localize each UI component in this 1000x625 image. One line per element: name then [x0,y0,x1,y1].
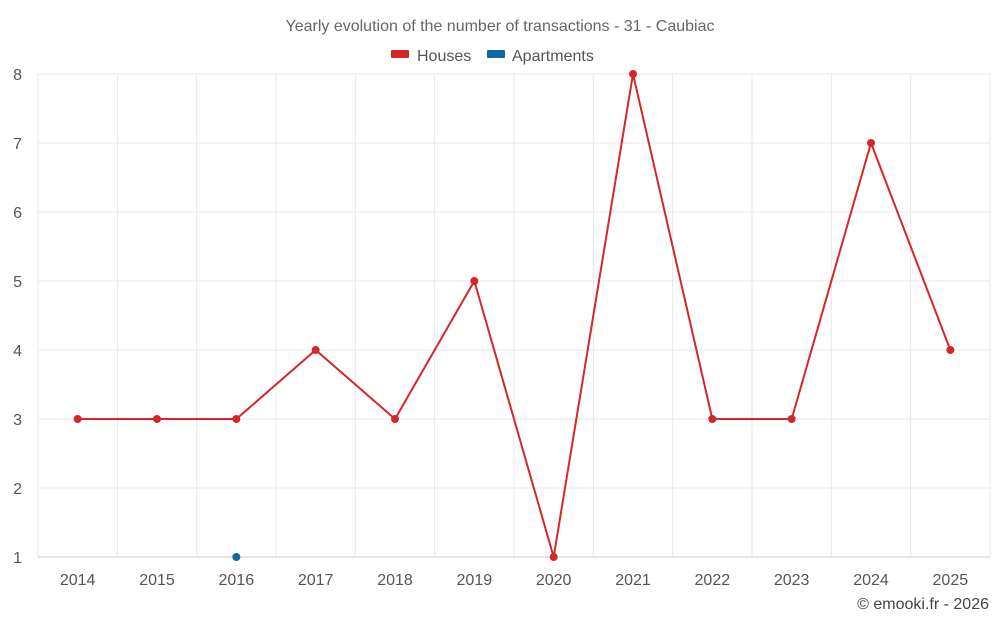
y-tick-label-3: 3 [13,412,22,429]
x-tick-label-2015: 2015 [139,572,175,589]
legend[interactable]: Houses Apartments [391,48,594,65]
chart-title: Yearly evolution of the number of transa… [286,18,715,35]
legend-label-apartments[interactable]: Apartments [512,48,594,65]
x-tick-label-2021: 2021 [615,572,651,589]
x-tick-label-2019: 2019 [457,572,493,589]
series-houses [73,70,955,561]
y-tick-label-5: 5 [13,274,22,291]
tick-labels: 1 2 3 4 5 6 7 8 2014 2015 2016 2017 2018 2019 2020 2021… [13,67,968,589]
y-tick-label-2: 2 [13,481,22,498]
point-houses-2020[interactable] [549,553,558,561]
series-line-houses [77,73,952,558]
series-apartments [232,553,241,561]
x-tick-label-2023: 2023 [774,572,810,589]
y-tick-label-1: 1 [13,550,22,567]
point-houses-2017[interactable] [311,346,320,354]
x-tick-label-2017: 2017 [298,572,334,589]
point-houses-2024[interactable] [867,139,875,147]
grid [37,73,991,558]
legend-label-houses[interactable]: Houses [417,48,471,65]
x-tick-label-2016: 2016 [219,572,255,589]
credit-text: © emooki.fr - 2026 [857,596,989,613]
point-houses-2016[interactable] [232,415,241,423]
point-houses-2021[interactable] [629,70,637,78]
x-tick-label-2022: 2022 [695,572,731,589]
point-houses-2022[interactable] [708,415,717,423]
point-apartments-2016[interactable] [232,553,241,561]
series-layer [73,70,955,561]
y-tick-label-6: 6 [13,205,22,222]
point-houses-2015[interactable] [153,415,161,423]
point-houses-2025[interactable] [946,346,955,354]
x-tick-label-2020: 2020 [536,572,572,589]
x-tick-label-2018: 2018 [377,572,413,589]
point-houses-2019[interactable] [470,277,479,285]
point-houses-2018[interactable] [391,415,399,423]
y-tick-label-8: 8 [13,67,22,84]
y-tick-label-7: 7 [13,136,22,153]
point-houses-2023[interactable] [787,415,796,423]
x-tick-label-2025: 2025 [933,572,969,589]
y-tick-label-4: 4 [13,343,22,360]
legend-swatch-apartments [487,50,505,58]
legend-swatch-houses [391,50,409,58]
x-tick-label-2024: 2024 [853,572,889,589]
point-houses-2014[interactable] [73,415,82,423]
x-tick-label-2014: 2014 [60,572,96,589]
